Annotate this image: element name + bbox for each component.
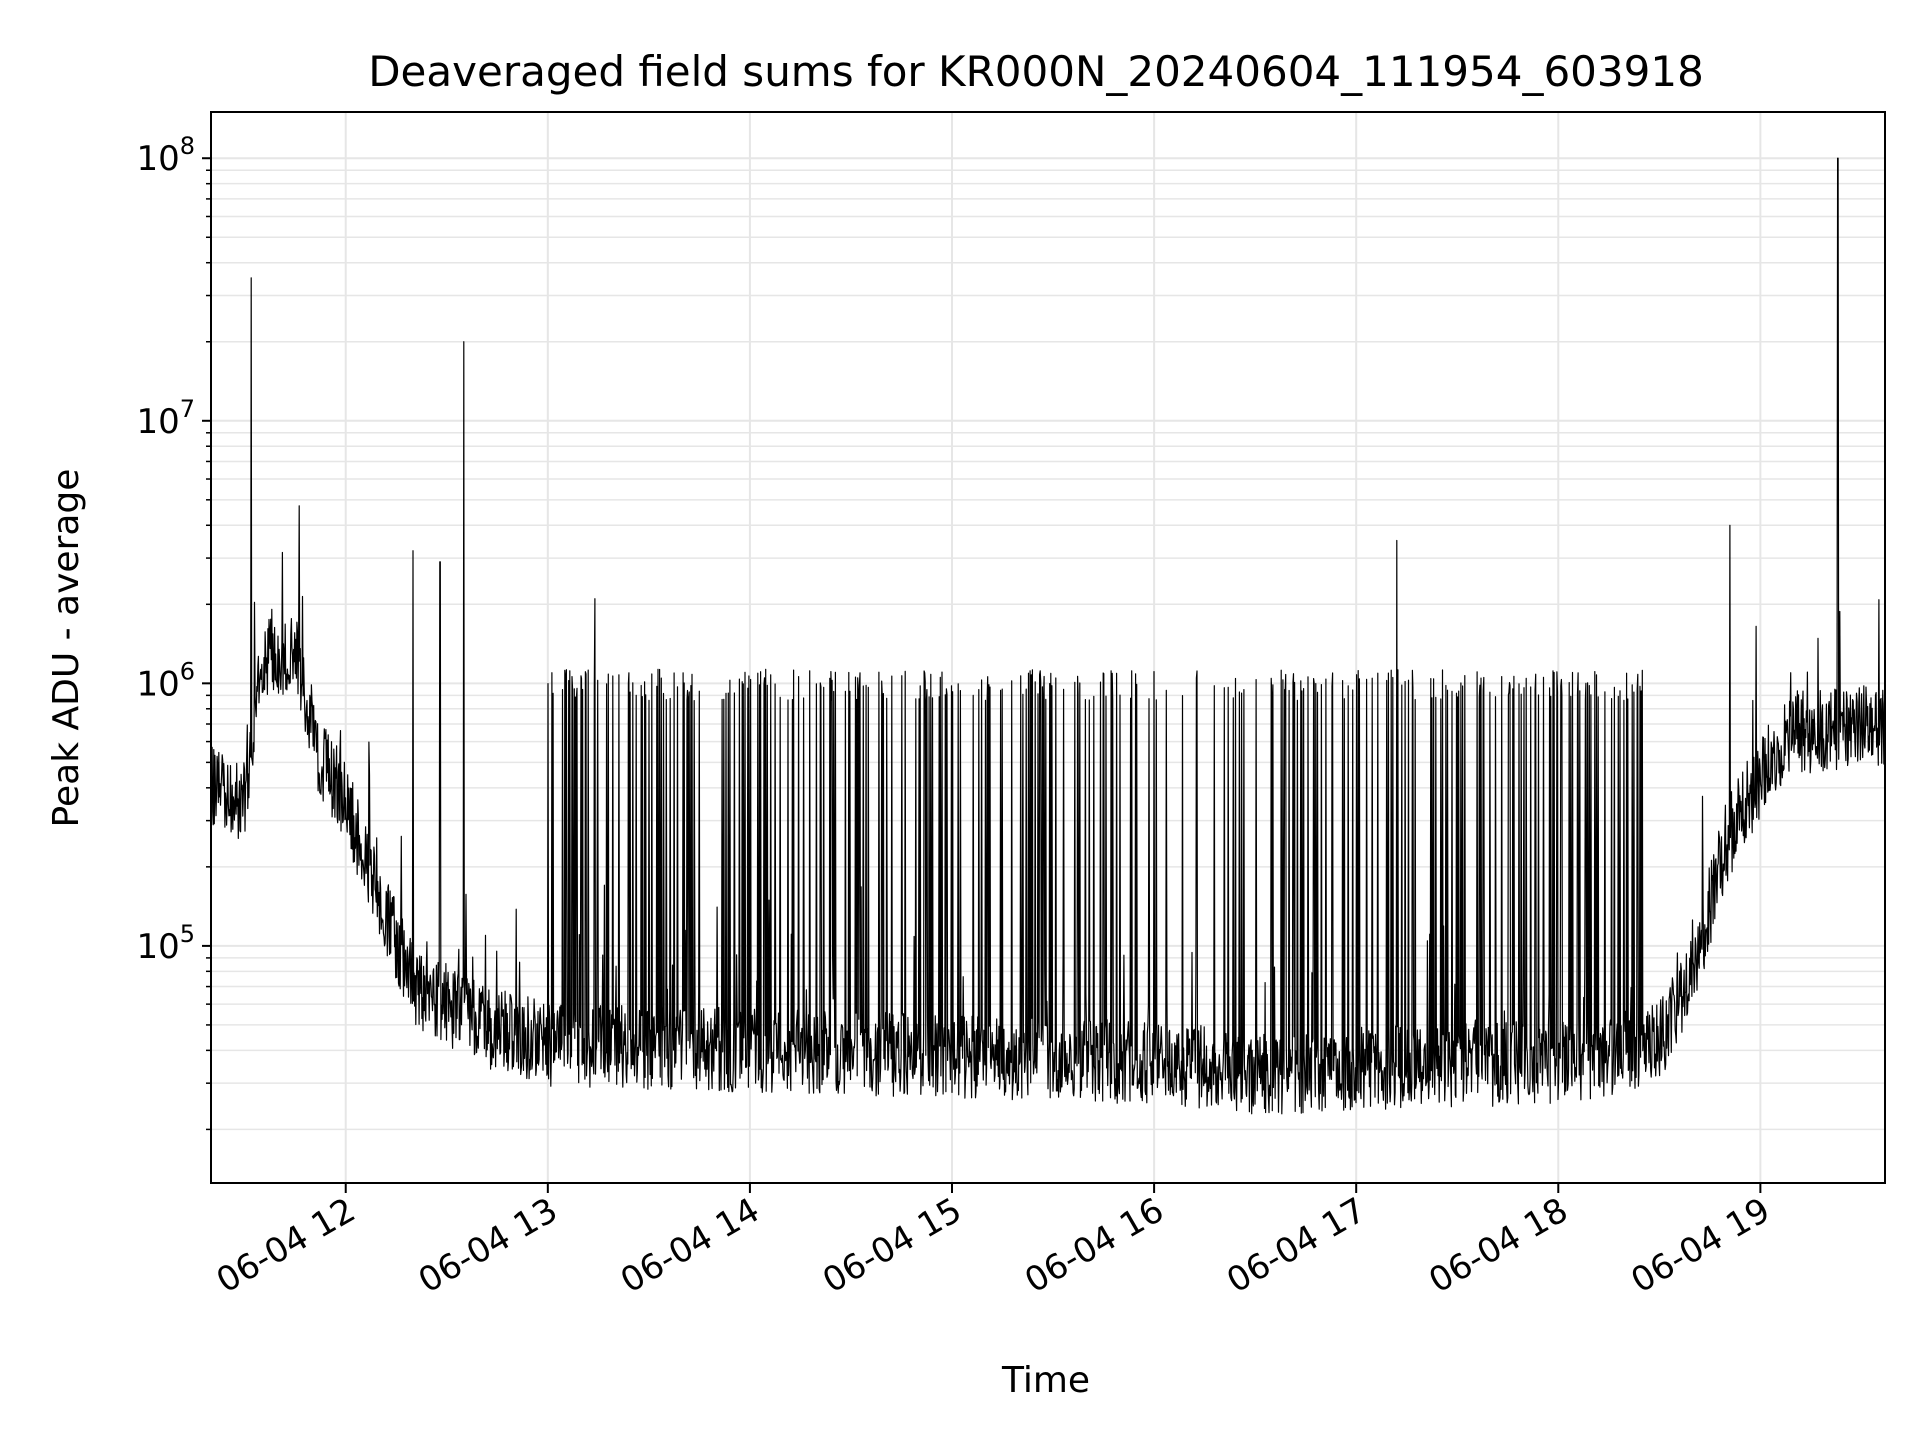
chart-title: Deaveraged field sums for KR000N_2024060… — [368, 47, 1704, 96]
y-tick-layer: 105 106 107 108 — [136, 132, 211, 1131]
y-tick-label: 105 — [136, 920, 195, 967]
y-tick-label: 107 — [136, 395, 195, 442]
y-axis-label: Peak ADU - average — [46, 469, 87, 828]
y-tick-label: 108 — [136, 132, 195, 179]
series-line — [210, 157, 1886, 1115]
plot-frame — [210, 111, 1886, 1184]
x-axis-label: Time — [1001, 1360, 1090, 1401]
series-layer — [210, 157, 1886, 1115]
y-tick-label: 106 — [136, 657, 195, 704]
